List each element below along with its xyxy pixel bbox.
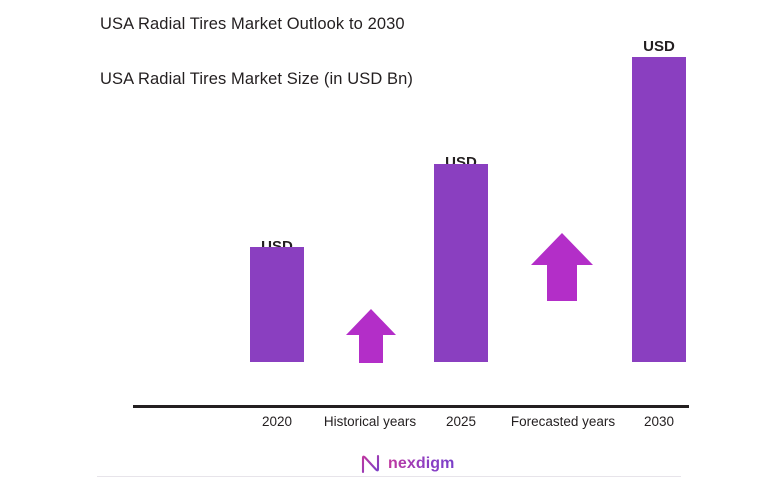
plot-area: USD XX Bn USD XX Bn USD XX [133, 38, 689, 429]
x-tick-2025: 2025 [445, 414, 477, 429]
brand-name: nexdigm [388, 455, 455, 472]
x-tick-historical-years: Historical years [323, 414, 417, 429]
footer-divider [97, 476, 681, 477]
chart-subtitle: USA Radial Tires Market Size (in USD Bn) [100, 70, 414, 88]
x-tick-forecasted-years: Forecasted years [510, 414, 616, 429]
growth-arrow-historical-icon [345, 308, 397, 364]
chart-title: USA Radial Tires Market Outlook to 2030 [100, 15, 405, 33]
x-tick-2020: 2020 [261, 414, 293, 429]
nexdigm-n-mark-icon [360, 454, 381, 474]
bar-column-2030 [632, 57, 686, 362]
x-tick-2030: 2030 [643, 414, 675, 429]
bar-2030 [632, 57, 686, 362]
bar-2025 [434, 164, 488, 362]
growth-arrow-forecast-icon [530, 232, 594, 302]
bar-2020 [250, 247, 304, 362]
x-axis-line [133, 405, 689, 408]
brand-logo: nexdigm [360, 452, 455, 476]
bar-column-2020 [250, 247, 304, 362]
bar-column-2025 [434, 164, 488, 362]
bar-label-2030-line1: USD [643, 38, 675, 55]
